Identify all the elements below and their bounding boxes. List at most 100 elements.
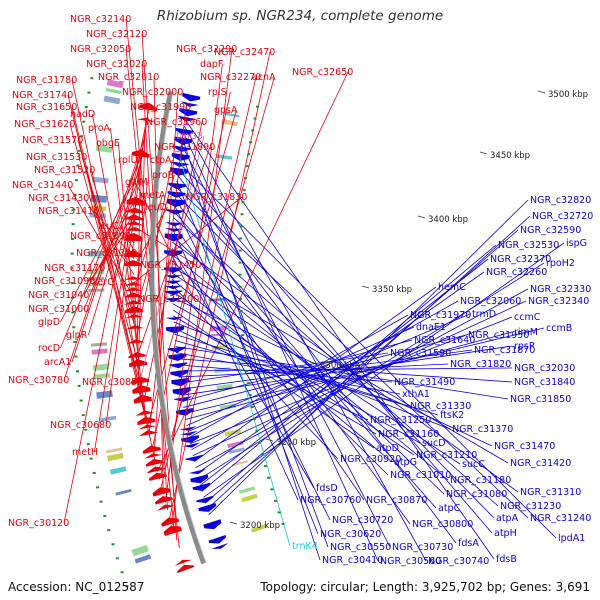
outer-feature-box xyxy=(131,545,149,557)
leader-line-left xyxy=(67,184,135,299)
outer-tick-mark xyxy=(84,428,88,431)
leader-line-right xyxy=(198,262,545,480)
leader-line-right xyxy=(172,303,421,444)
gene-label-left: metH xyxy=(72,447,98,458)
gene-label-left: dapF xyxy=(200,59,223,70)
leader-line-right xyxy=(185,331,513,420)
forward-gene-arrow xyxy=(144,453,162,459)
scale-label: 3300 kbp xyxy=(320,361,360,371)
leader-line-right xyxy=(184,327,545,414)
leader-line-left xyxy=(71,106,147,418)
reverse-gene-arrow xyxy=(164,275,183,279)
gene-label-left: NGR_c30120 xyxy=(8,518,69,529)
gene-label-right: NGR_c32330 xyxy=(530,284,591,295)
leader-line-right xyxy=(183,334,467,408)
leader-line-right xyxy=(177,174,457,544)
gene-label-left: glpD xyxy=(38,317,60,328)
outer-tick-mark xyxy=(71,237,75,240)
gene-label-right: NGR_c30800 xyxy=(412,519,473,530)
gene-label-right: ccmC xyxy=(514,312,541,323)
leader-line-left xyxy=(131,234,136,254)
leader-line-right xyxy=(177,168,493,534)
leader-line-left xyxy=(110,127,143,386)
inner-feature-box xyxy=(227,440,244,448)
leader-line-right xyxy=(171,272,461,465)
inner-tick-mark xyxy=(238,285,242,288)
inner-tick-mark xyxy=(253,117,257,120)
gene-label-left: NGR_c30850 xyxy=(82,377,143,388)
forward-gene-arrow xyxy=(174,559,192,566)
gene-label-left: NGR_c31440 xyxy=(12,180,73,191)
gene-label-right: NGR_c32030 xyxy=(514,363,575,374)
outer-tick-mark xyxy=(111,543,115,546)
reverse-gene-arrow xyxy=(166,198,185,208)
leader-line-left xyxy=(153,76,164,495)
outer-tick-mark xyxy=(103,514,107,517)
gene-label-left: NGR_c31520 xyxy=(34,165,95,176)
gene-label-right: NGR_c31370 xyxy=(452,424,513,435)
gene-label-right: atpG xyxy=(394,457,417,468)
reverse-gene-arrow xyxy=(182,442,201,448)
forward-gene-arrow xyxy=(154,496,173,505)
gene-label-right: NGR_c31640 xyxy=(414,335,475,346)
gene-label-left: NGR_c31780 xyxy=(16,75,77,86)
scale-label: 3400 kbp xyxy=(428,215,468,225)
gene-label-right: NGR_c31490 xyxy=(394,377,455,388)
outer-tick-mark xyxy=(82,120,86,123)
outer-tick-mark xyxy=(70,267,74,270)
outer-tick-mark xyxy=(72,208,76,211)
gene-label-right: NGR_c31870 xyxy=(474,345,535,356)
gene-label-right: NGR_c30620 xyxy=(320,529,381,540)
gene-label-left: xerC xyxy=(92,277,114,288)
gene-label-left: NGR_c31620 xyxy=(14,119,75,130)
gene-label-right: NGR_c32530 xyxy=(498,240,559,251)
leader-line-left xyxy=(83,197,135,275)
gene-label-right: NGR_c30410 xyxy=(322,555,383,566)
outer-feature-box xyxy=(106,452,124,462)
scale-label: 3500 kbp xyxy=(548,90,588,100)
gene-label-left: NGR_c31380 xyxy=(76,248,137,259)
map-title: Rhizobium sp. NGR234, complete genome xyxy=(156,8,444,24)
outer-tick-mark xyxy=(70,282,74,285)
leader-line-right xyxy=(172,235,445,495)
gene-label-right: sucC xyxy=(462,459,485,470)
leader-line-right xyxy=(204,229,519,504)
reverse-gene-arrow xyxy=(180,430,198,436)
reverse-gene-arrow xyxy=(198,503,217,512)
gene-label-left: NGR_c31650 xyxy=(16,102,77,113)
outer-tick-mark xyxy=(120,571,124,574)
gene-label-left: proB xyxy=(152,170,174,181)
gene-label-right: NGR_c31330 xyxy=(410,401,471,412)
leader-line-right xyxy=(171,260,389,476)
leader-line-left xyxy=(137,187,195,300)
leader-line-right xyxy=(195,288,529,468)
leader-line-left xyxy=(137,132,146,383)
outer-feature-box xyxy=(134,554,152,564)
gene-label-right: NGR_c30920 xyxy=(340,454,401,465)
reverse-gene-arrow xyxy=(165,222,184,227)
reverse-gene-arrow xyxy=(179,426,197,431)
outer-tick-mark xyxy=(73,193,77,196)
inner-tick-mark xyxy=(250,406,254,409)
leader-line-right xyxy=(179,156,291,547)
inner-tick-mark xyxy=(239,297,243,300)
leader-line-left xyxy=(105,124,147,426)
outer-feature-box xyxy=(95,144,113,153)
forward-gene-arrow xyxy=(138,102,158,112)
gene-label-left: NGR_c31450 xyxy=(140,260,201,271)
gene-label-right: atpD xyxy=(376,443,399,454)
leader-line-right xyxy=(173,327,369,421)
outer-feature-box xyxy=(92,363,110,372)
outer-tick-mark xyxy=(75,370,79,373)
inner-feature-box xyxy=(238,486,256,494)
gene-label-right: trnK4 xyxy=(292,541,318,552)
leader-line-right xyxy=(206,215,531,510)
gene-label-right: NGR_c31420 xyxy=(510,458,571,469)
gene-label-left: NGR_c31000 xyxy=(28,304,89,315)
inner-tick-mark xyxy=(242,346,246,349)
outer-feature-box xyxy=(90,342,108,347)
reverse-gene-arrow xyxy=(175,127,194,136)
gene-label-right: lpdA1 xyxy=(558,533,585,544)
reverse-gene-arrow xyxy=(165,228,184,232)
